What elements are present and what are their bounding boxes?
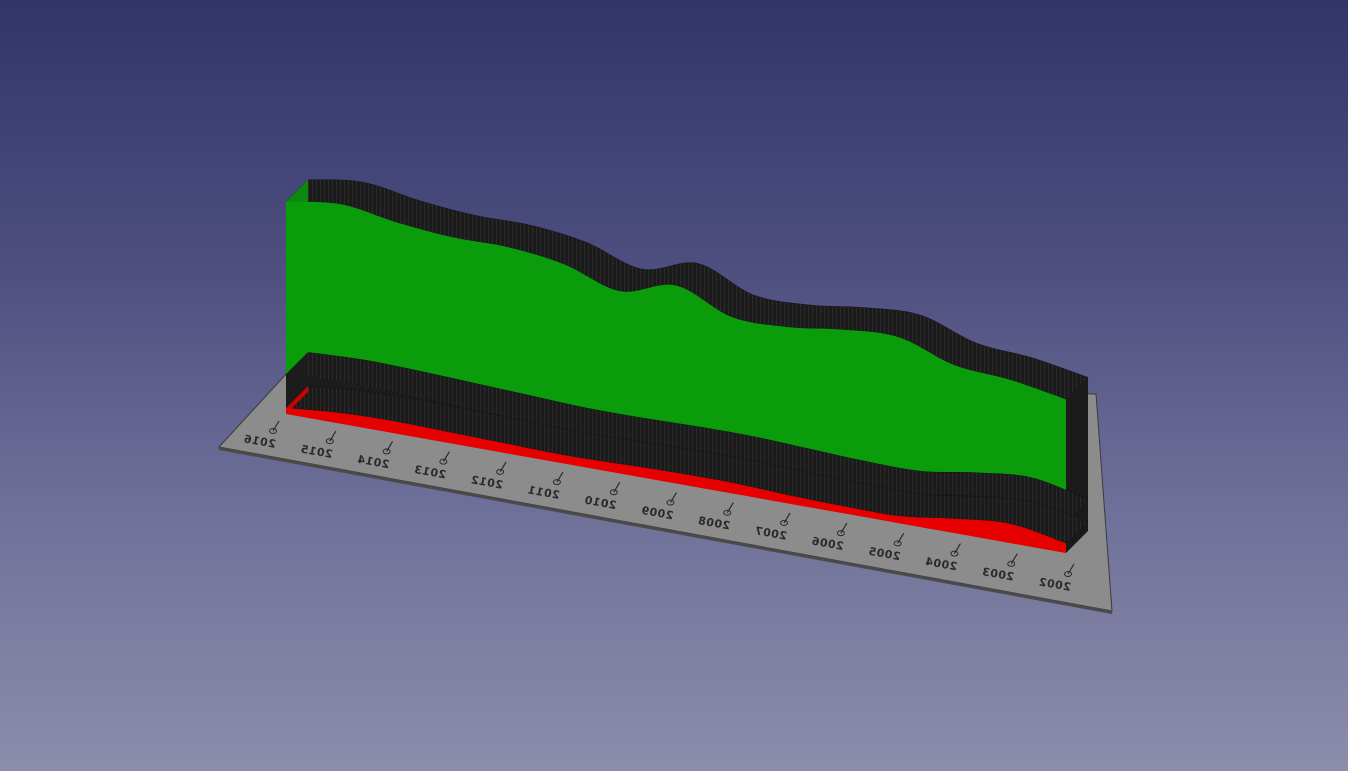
x-tick-label: 2012 (470, 473, 504, 491)
x-tick-marker (552, 479, 561, 486)
x-tick (556, 471, 564, 483)
x-tick-marker (836, 530, 845, 537)
x-tick (442, 451, 450, 462)
x-tick-marker (269, 428, 277, 434)
x-tick (329, 430, 337, 442)
x-tick-label: 2013 (413, 463, 447, 481)
x-tick-marker (893, 540, 902, 547)
series-side-face (286, 352, 308, 408)
x-tick-label: 2006 (810, 534, 844, 552)
x-tick (726, 502, 734, 514)
x-tick-label: 2003 (981, 565, 1015, 583)
x-tick (613, 481, 621, 493)
series-side-face (286, 386, 308, 414)
x-tick (783, 512, 791, 524)
series-group (285, 179, 1089, 553)
x-tick-marker (1007, 560, 1016, 567)
x-tick-label: 2010 (583, 494, 617, 512)
series-end-cap (1066, 377, 1088, 522)
x-tick-marker (439, 458, 448, 465)
x-tick-marker (496, 468, 505, 475)
x-tick-label: 2009 (640, 504, 674, 522)
series-side-face (286, 179, 308, 375)
x-tick-marker (666, 499, 675, 506)
x-tick (953, 543, 961, 554)
series-end-cap (1066, 521, 1088, 553)
x-tick-label: 2002 (1037, 575, 1071, 593)
x-tick-label: 2014 (356, 453, 390, 471)
x-tick-label: 2005 (867, 545, 901, 563)
series-front-face (286, 201, 1066, 522)
x-tick-marker (723, 509, 732, 516)
x-tick (669, 492, 678, 503)
x-tick-marker (1064, 571, 1072, 577)
x-tick (840, 522, 848, 534)
x-tick-label: 2016 (242, 432, 276, 450)
x-tick (1067, 563, 1075, 575)
x-tick-label: 2008 (697, 514, 731, 532)
x-tick (386, 441, 394, 452)
x-tick-marker (325, 438, 334, 445)
series-front-face (286, 408, 1066, 553)
x-tick-marker (609, 489, 618, 496)
x-tick-label: 2011 (526, 483, 560, 501)
x-tick (499, 461, 507, 473)
x-tick-marker (382, 448, 391, 455)
x-tick (1010, 553, 1018, 565)
x-tick-label: 2015 (299, 443, 333, 461)
x-tick-label: 2004 (924, 555, 958, 573)
x-tick-label: 2007 (753, 524, 787, 542)
x-tick-marker (950, 550, 959, 557)
x-tick-marker (780, 519, 789, 526)
x-axis: 2016 2015 2014 2013 2012 2011 2010 2009 2008 2007… (242, 420, 1075, 594)
x-tick (272, 420, 280, 432)
x-tick (897, 533, 905, 544)
